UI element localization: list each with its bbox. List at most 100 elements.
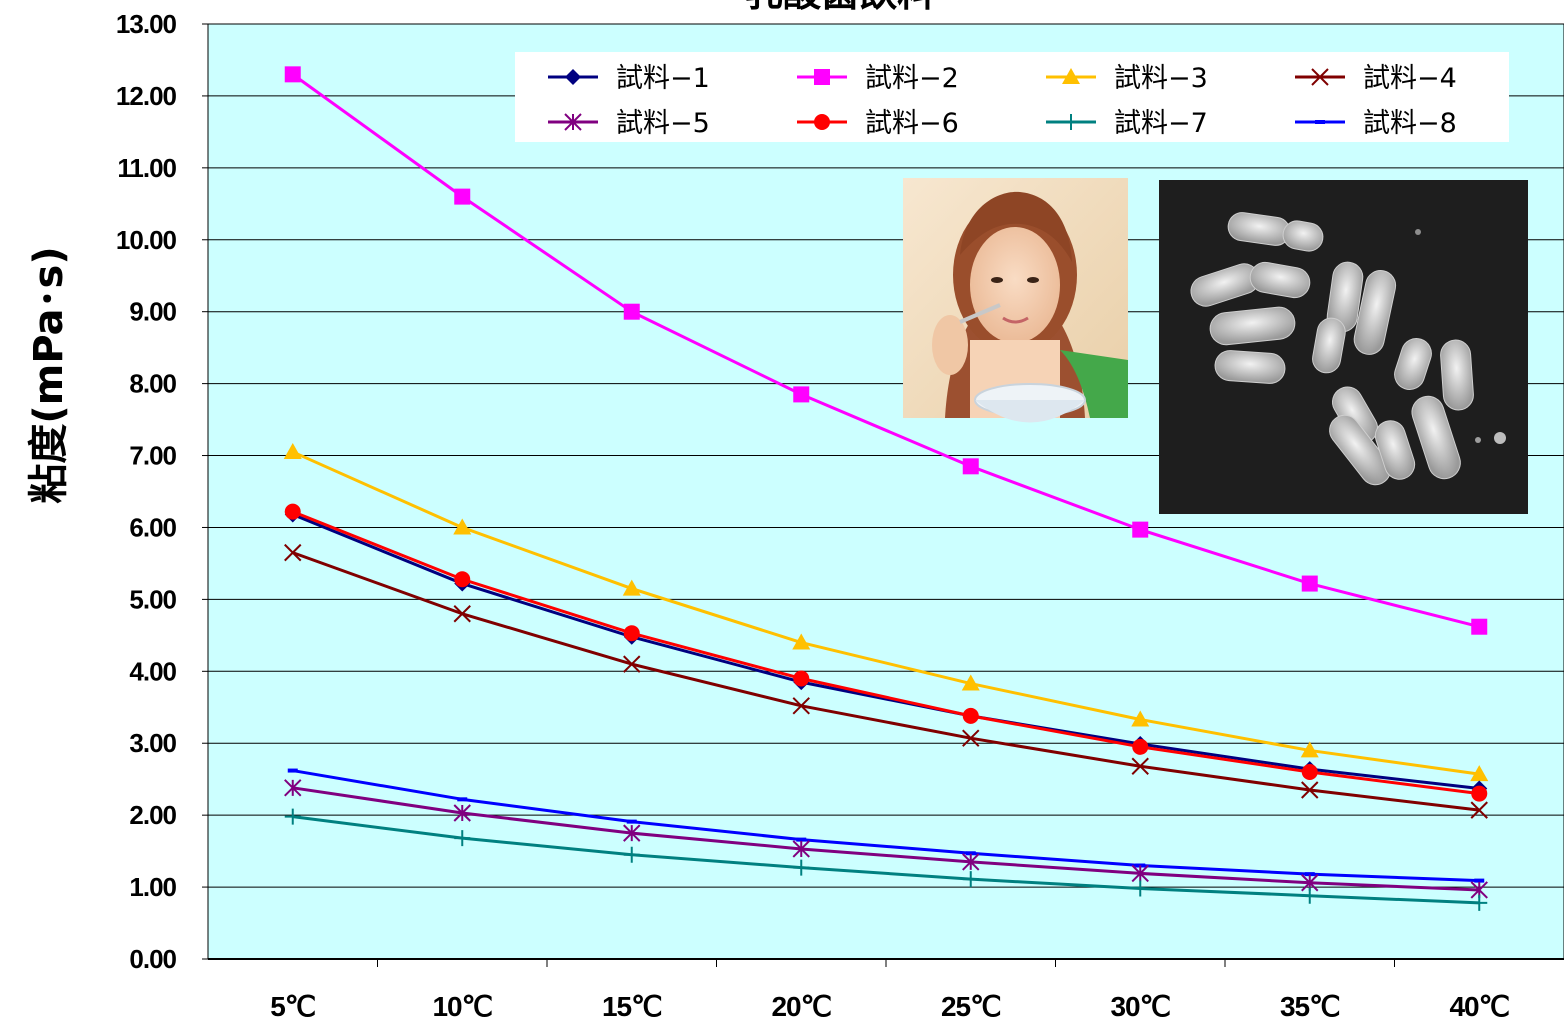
series-4 [284, 543, 1488, 819]
chart-title: 乳酸菌飲料 [745, 0, 935, 15]
data-point [792, 633, 811, 650]
series-5 [284, 779, 1488, 899]
y-tick-label: 12.00 [116, 81, 177, 111]
series-6 [284, 503, 1488, 802]
data-point [1471, 894, 1488, 911]
legend-label: 試料−3 [1114, 63, 1208, 94]
data-point [626, 819, 637, 824]
data-point [453, 518, 472, 535]
legend-label: 試料−5 [616, 108, 710, 139]
legend-marker [1063, 114, 1079, 130]
data-point [283, 442, 302, 459]
x-tick-label: 25℃ [941, 991, 1001, 1022]
legend-item: 試料−1 [548, 63, 710, 94]
photo-bacteria-micrograph [1159, 180, 1528, 514]
legend-marker [564, 113, 582, 131]
data-point [287, 768, 298, 773]
data-point [1131, 864, 1149, 883]
data-point [1301, 887, 1318, 904]
data-point [1470, 801, 1488, 819]
data-point [962, 853, 980, 871]
data-point [284, 543, 302, 562]
legend-item: 試料−6 [797, 108, 959, 139]
data-point [793, 859, 810, 876]
series-line [292, 510, 1480, 796]
series-line [292, 769, 1480, 883]
data-point [454, 571, 471, 588]
x-tick-label: 15℃ [602, 991, 662, 1022]
data-point [623, 303, 640, 320]
data-point [1132, 738, 1149, 755]
data-point [623, 824, 641, 842]
y-tick-label: 7.00 [129, 441, 176, 471]
series-line [291, 73, 1480, 629]
y-tick-label: 6.00 [129, 512, 176, 542]
legend-marker [1315, 120, 1325, 124]
series-2 [284, 66, 1488, 635]
data-point [457, 797, 468, 802]
y-tick-label: 0.00 [129, 944, 176, 974]
legend-item: 試料−8 [1295, 108, 1457, 139]
x-tick-label: 40℃ [1449, 991, 1509, 1022]
data-point [284, 503, 301, 520]
series-line [292, 786, 1480, 892]
data-point [1474, 878, 1485, 883]
y-tick-label: 3.00 [129, 728, 176, 758]
series-7 [284, 808, 1488, 911]
legend-item: 試料−3 [1046, 63, 1208, 94]
data-point [284, 808, 301, 825]
series-3 [283, 442, 1489, 782]
data-point [623, 655, 641, 673]
legend-label: 試料−8 [1363, 108, 1457, 139]
data-point [284, 779, 302, 797]
legend-marker [814, 114, 830, 130]
data-point [962, 707, 979, 724]
legend-item: 試料−2 [797, 63, 959, 94]
series-line [292, 450, 1480, 776]
series-line [292, 815, 1480, 905]
data-point [792, 840, 810, 858]
data-point [622, 579, 641, 596]
legend-marker [1062, 68, 1080, 84]
data-point [623, 625, 640, 642]
x-tick-label: 20℃ [771, 991, 831, 1022]
legend-marker [565, 69, 581, 85]
data-point [962, 458, 979, 475]
data-point [1301, 781, 1319, 799]
legend-marker [1311, 68, 1329, 86]
series-line [292, 551, 1480, 812]
data-series [283, 66, 1489, 911]
data-point [793, 670, 810, 687]
data-point [961, 674, 980, 691]
data-point [962, 729, 980, 747]
data-point [1132, 880, 1149, 897]
y-tick-label: 13.00 [116, 9, 177, 39]
series-line [292, 513, 1480, 791]
x-tick-label: 10℃ [432, 991, 492, 1022]
x-tick-label: 35℃ [1280, 991, 1340, 1022]
y-tick-label: 10.00 [116, 225, 177, 255]
legend-label: 試料−6 [865, 108, 959, 139]
legend-item: 試料−5 [548, 108, 710, 139]
x-tick-label: 30℃ [1110, 991, 1170, 1022]
y-tick-label: 5.00 [129, 584, 176, 614]
legend-marker [814, 69, 830, 85]
data-point [796, 837, 807, 842]
legend-label: 試料−4 [1363, 63, 1457, 94]
data-point [284, 66, 301, 83]
data-point [1470, 765, 1489, 782]
y-axis-ticks: 0.00 1.00 2.00 3.00 4.00 5.00 6.00 7.00 8.00 9.00… [116, 9, 208, 974]
legend-label: 試料−1 [616, 63, 710, 94]
y-tick-label: 1.00 [129, 872, 176, 902]
data-point [1471, 785, 1488, 802]
data-point [793, 386, 810, 403]
y-tick-label: 11.00 [117, 153, 176, 183]
data-point [1131, 757, 1149, 775]
y-tick-label: 8.00 [129, 369, 176, 399]
legend-label: 試料−7 [1114, 108, 1208, 139]
legend: 試料−1 試料−2 試料−3 試料−4 試料−5 試料−6 試料−7 試料−8 [515, 52, 1509, 142]
data-point [1132, 521, 1149, 538]
data-point [454, 188, 471, 205]
y-tick-label: 9.00 [129, 297, 176, 327]
data-point [965, 851, 976, 856]
